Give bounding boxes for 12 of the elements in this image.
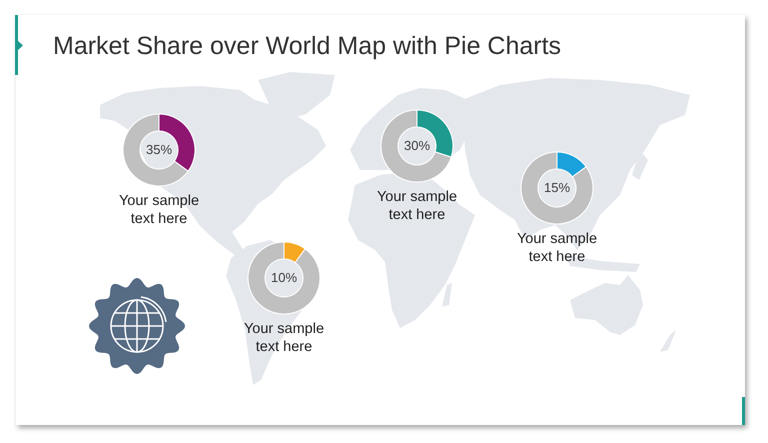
donut-slice xyxy=(248,242,320,314)
text: Your sample text here xyxy=(376,188,458,224)
data-label: 30% xyxy=(404,138,430,153)
text: Market Share over World Map with Pie Charts xyxy=(53,32,562,61)
data-label: 15% xyxy=(544,180,570,195)
text: Your sample text here xyxy=(516,230,598,266)
text: Your sample text here xyxy=(242,320,326,356)
data-label: 10% xyxy=(270,270,298,285)
data-label: 35% xyxy=(146,142,172,157)
donut-slice xyxy=(380,110,452,182)
donut-slice xyxy=(520,152,594,224)
text: Your sample text here xyxy=(118,192,200,228)
